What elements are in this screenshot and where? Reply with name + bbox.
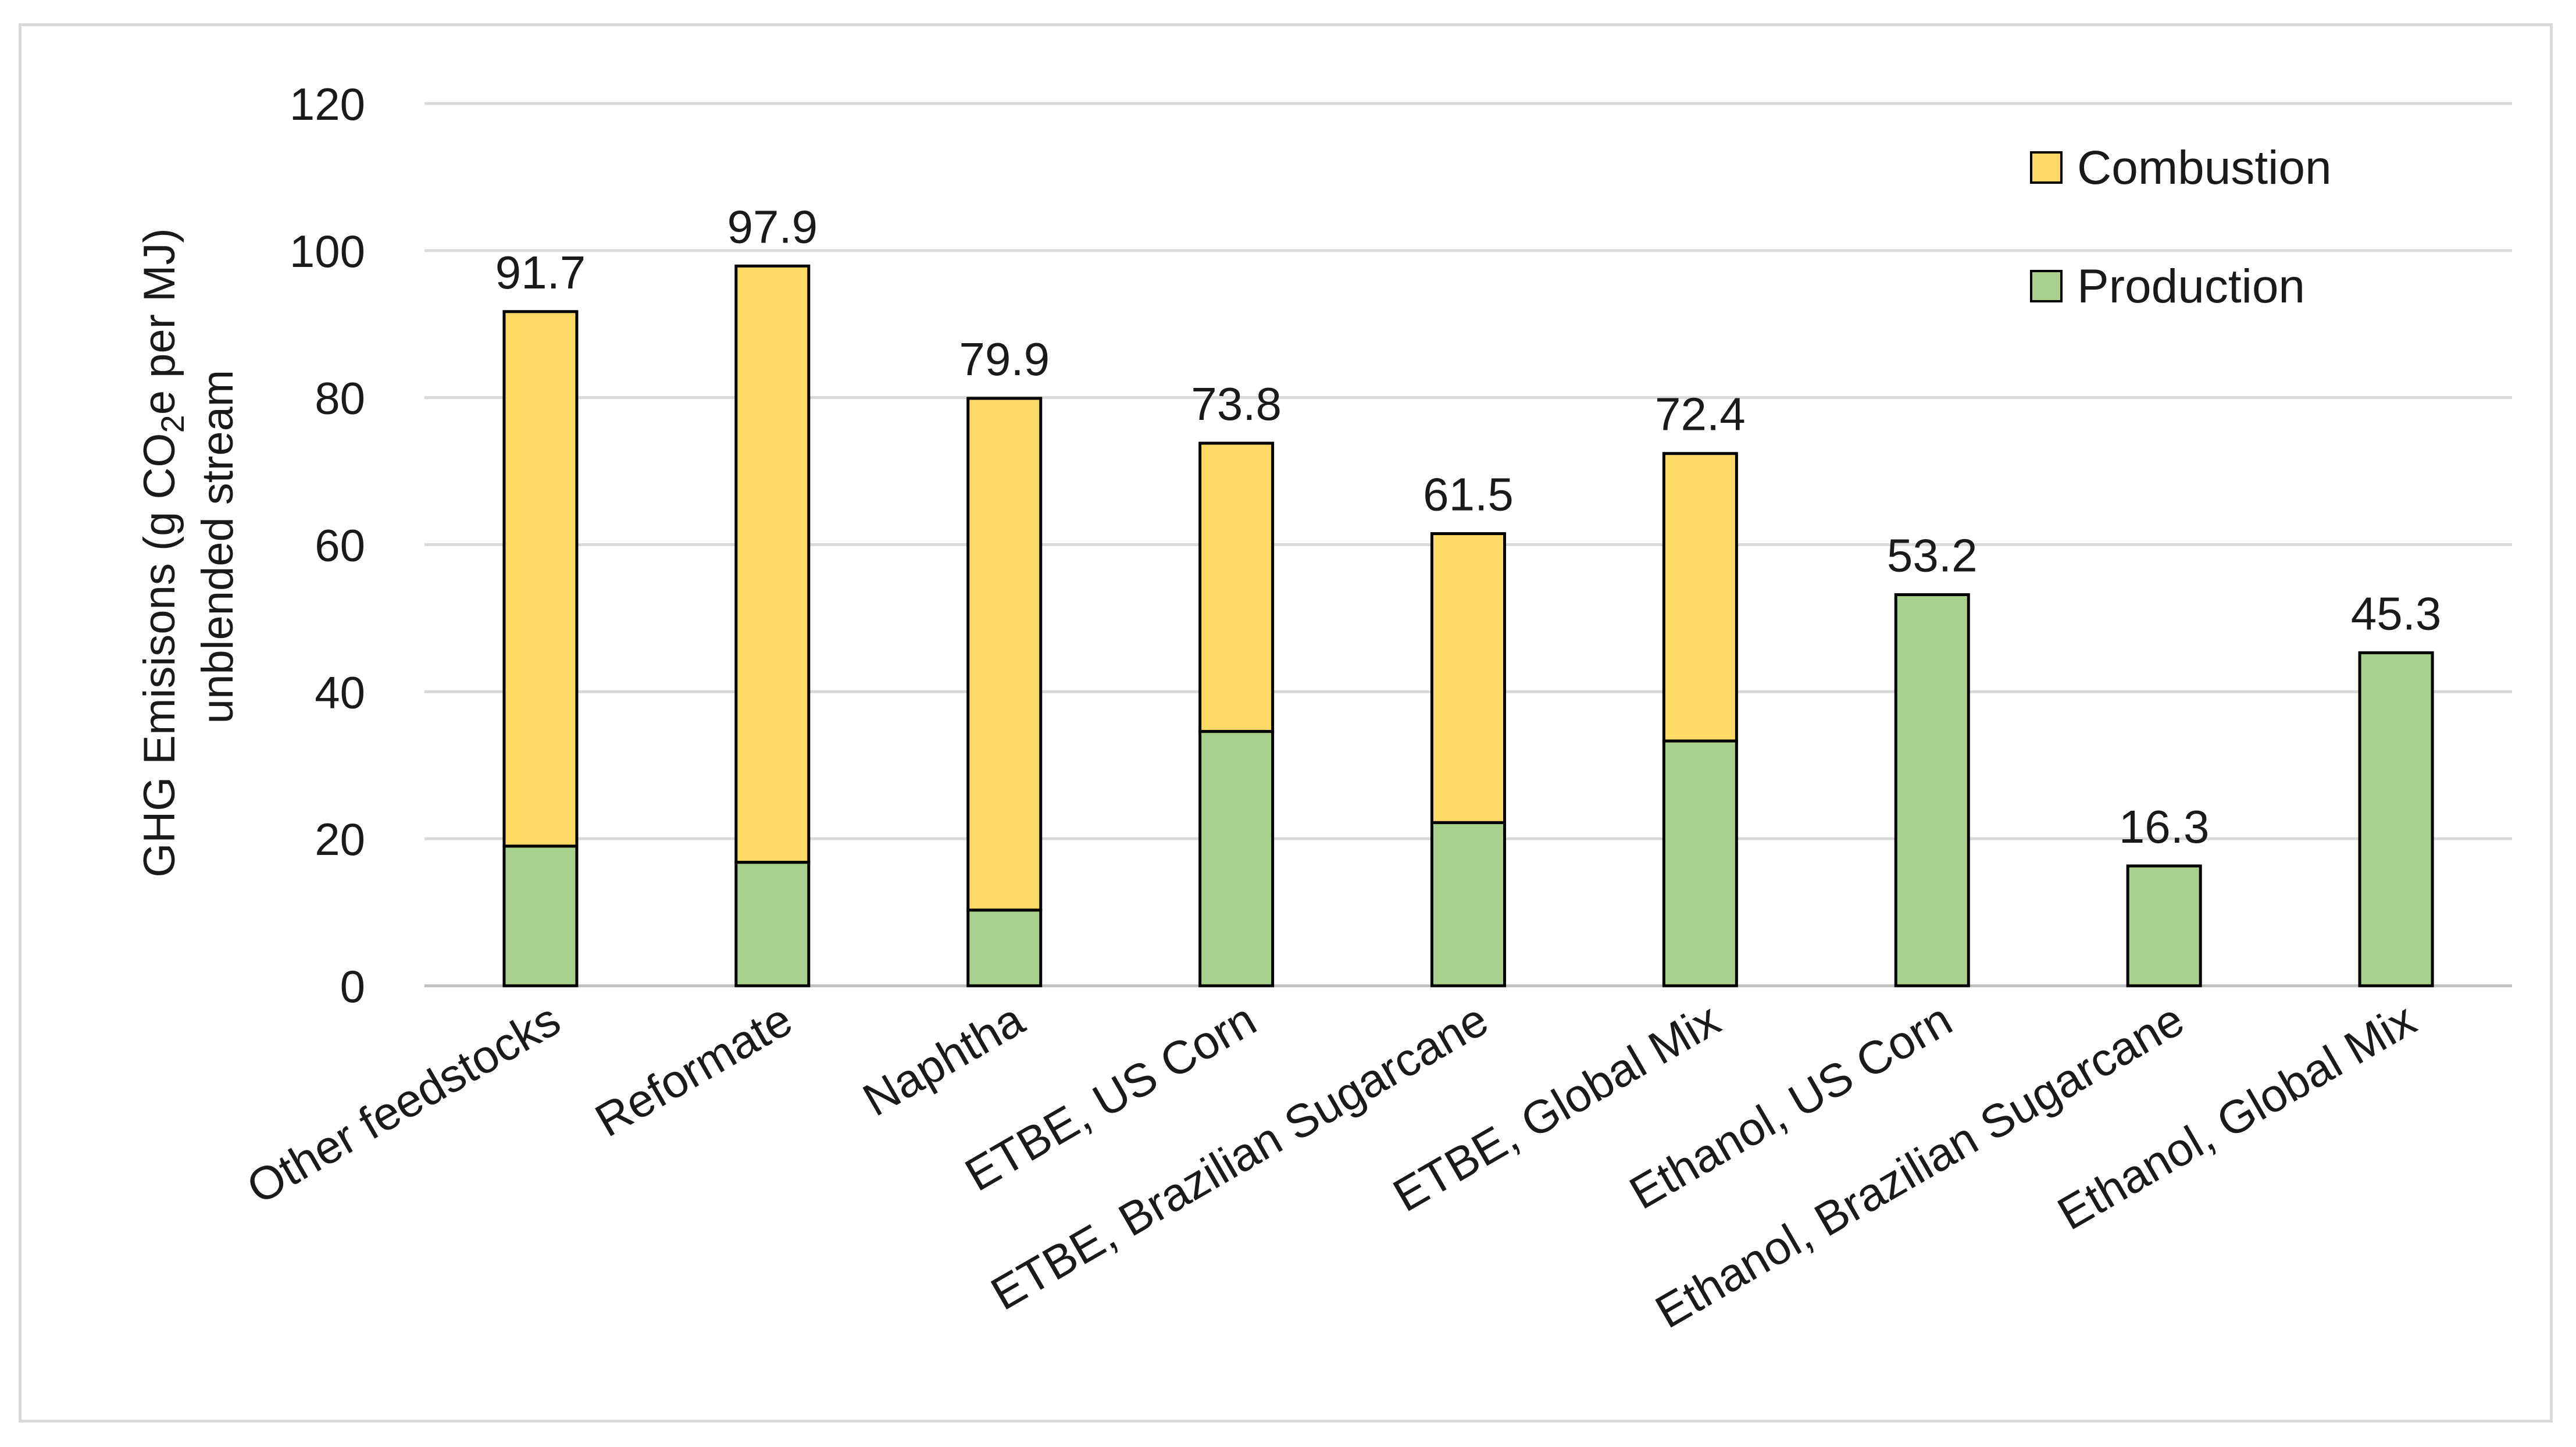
- bar-production-7: [2126, 864, 2202, 988]
- legend-swatch-combustion: [2030, 151, 2063, 184]
- bar-combustion-1: [734, 264, 811, 864]
- y-axis-title-line2: unblended stream: [193, 370, 242, 724]
- bar-combustion-3: [1198, 441, 1275, 733]
- total-label-4: 61.5: [1423, 469, 1514, 521]
- bars: [502, 264, 2434, 988]
- total-labels: 91.7 97.9 79.9 73.8 61.5 72.4 53.2 16.3 45.3: [495, 201, 2442, 853]
- bar-production-6: [1894, 593, 1970, 988]
- y-tick-label-120: 120: [290, 79, 365, 130]
- total-label-1: 97.9: [727, 201, 818, 252]
- bar-production-2: [966, 908, 1043, 988]
- bar-production-3: [1198, 730, 1275, 988]
- y-axis-title-subscript: 2: [154, 415, 191, 433]
- bar-production-1: [734, 861, 811, 988]
- total-label-6: 53.2: [1887, 529, 1978, 581]
- total-label-8: 45.3: [2351, 587, 2442, 639]
- y-tick-label-40: 40: [315, 667, 365, 718]
- category-label-2: Naphtha: [854, 993, 1033, 1126]
- legend: Combustion Production: [2030, 141, 2332, 313]
- y-axis-title-suffix: e per MJ): [135, 228, 184, 415]
- bar-combustion-2: [966, 397, 1043, 912]
- bar-production-4: [1430, 821, 1506, 988]
- legend-label-combustion: Combustion: [2077, 141, 2332, 194]
- chart-frame: [19, 23, 2553, 1423]
- bar-combustion-0: [502, 310, 579, 848]
- category-label-1: Reformate: [587, 993, 801, 1147]
- y-tick-label-0: 0: [340, 961, 365, 1012]
- y-tick-label-100: 100: [290, 226, 365, 277]
- bar-production-0: [502, 844, 579, 988]
- total-label-5: 72.4: [1655, 389, 1746, 440]
- legend-swatch-production: [2030, 270, 2063, 302]
- y-axis-title: GHG Emisisons (g CO2e per MJ) unblended …: [135, 216, 242, 878]
- category-label-0: Other feedstocks: [238, 993, 569, 1214]
- total-label-2: 79.9: [959, 333, 1050, 385]
- bar-combustion-4: [1430, 532, 1506, 824]
- total-label-7: 16.3: [2119, 801, 2210, 853]
- y-axis-ticks: 0 20 40 60 80 100 120: [290, 79, 365, 1012]
- bar-production-8: [2358, 651, 2434, 988]
- y-tick-label-80: 80: [315, 373, 365, 424]
- bar-production-5: [1662, 739, 1738, 988]
- y-tick-label-60: 60: [315, 520, 365, 571]
- total-label-3: 73.8: [1191, 378, 1282, 430]
- total-label-0: 91.7: [495, 247, 586, 298]
- legend-label-production: Production: [2077, 260, 2305, 313]
- bar-combustion-5: [1662, 452, 1738, 743]
- y-tick-label-20: 20: [315, 814, 365, 865]
- y-axis-title-prefix: GHG Emisisons (g CO: [135, 433, 184, 877]
